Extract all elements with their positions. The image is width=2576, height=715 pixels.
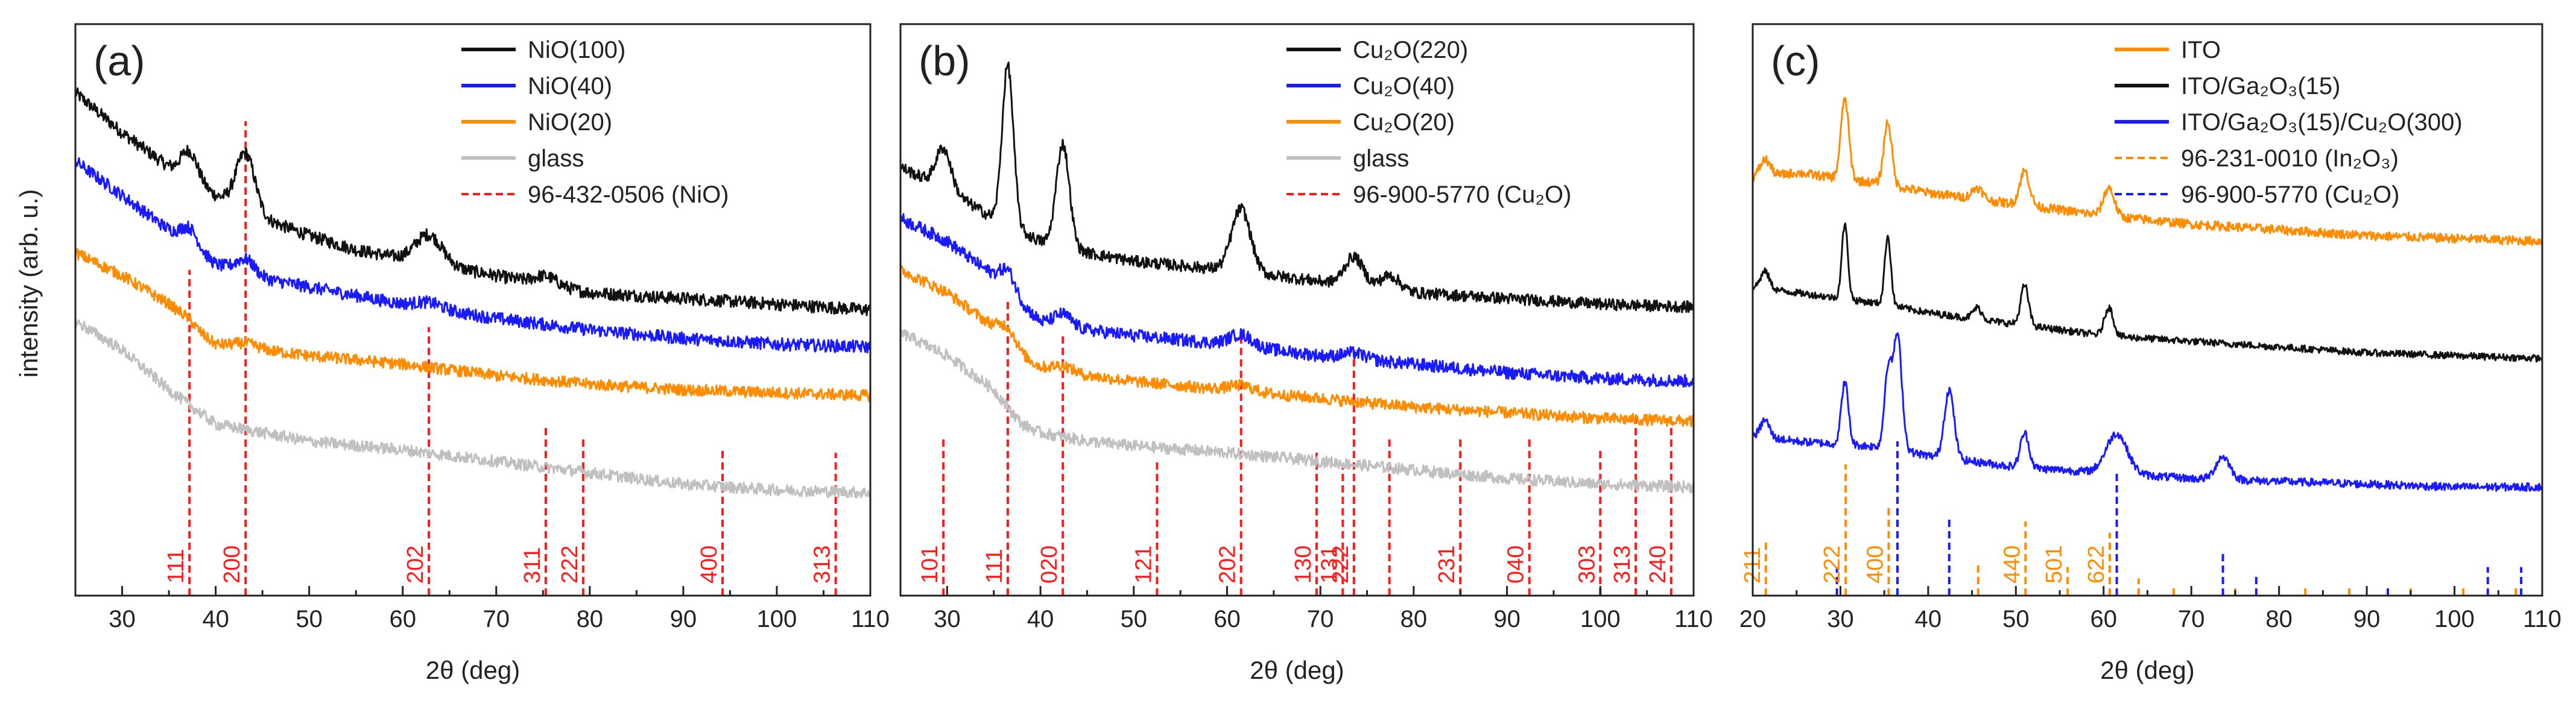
- reference-label: 400: [697, 546, 722, 584]
- series-line: [1753, 96, 2542, 247]
- reference-label: 311: [520, 547, 545, 584]
- series-line: [75, 317, 870, 499]
- legend-label: NiO(100): [528, 37, 625, 63]
- reference-label: 111: [982, 549, 1007, 584]
- x-tick-label: 100: [757, 606, 797, 632]
- legend-label: 96-900-5770 (Cu₂O): [2181, 181, 2399, 208]
- legend-label: NiO(40): [528, 73, 612, 99]
- series-line: [75, 157, 870, 354]
- legend-label: Cu₂O(40): [1353, 73, 1455, 99]
- reference-label: 222: [557, 546, 583, 584]
- panel-label: (b): [919, 37, 970, 84]
- series-line: [900, 329, 1694, 494]
- x-tick-label: 40: [1027, 606, 1054, 632]
- legend-label: ITO: [2181, 37, 2221, 63]
- x-tick-label: 50: [296, 606, 323, 632]
- series-line: [900, 213, 1694, 388]
- reference-label: 131: [1317, 546, 1342, 584]
- reference-label: 121: [1131, 546, 1156, 584]
- x-tick-label: 80: [577, 606, 604, 632]
- x-tick-label: 90: [2353, 606, 2381, 632]
- x-axis-title: 2θ (deg): [1250, 656, 1344, 684]
- series-line: [900, 264, 1694, 427]
- reference-label: 020: [1037, 546, 1062, 584]
- x-tick-label: 80: [1400, 606, 1428, 632]
- legend-label: 96-231-0010 (In₂O₃): [2181, 145, 2399, 172]
- x-tick-label: 30: [109, 606, 136, 632]
- x-tick-label: 60: [2090, 606, 2118, 632]
- x-tick-label: 80: [2265, 606, 2293, 632]
- y-axis-title: intensity (arb. u.): [14, 189, 43, 378]
- panel-1: 111 200 202 311 222 400 313 30 40 50 60 70 80 90 100 11…: [74, 23, 890, 684]
- x-tick-label: 70: [1307, 606, 1334, 632]
- legend-label: Cu₂O(220): [1353, 37, 1468, 63]
- x-tick-label: 90: [1493, 606, 1521, 632]
- reference-label: 202: [403, 546, 428, 584]
- reference-label: 240: [1645, 546, 1671, 584]
- plot-frame: [899, 23, 1695, 597]
- x-tick-label: 30: [1827, 606, 1854, 632]
- x-tick-label: 100: [2434, 606, 2475, 632]
- legend-label: glass: [1353, 145, 1409, 172]
- reference-label: 231: [1434, 546, 1460, 584]
- reference-label: 501: [2042, 546, 2067, 584]
- panel-label: (c): [1771, 37, 1820, 84]
- x-tick-label: 90: [670, 606, 697, 632]
- reference-label: 111: [163, 549, 189, 584]
- reference-label: 400: [1862, 546, 1888, 584]
- reference-label: 303: [1574, 546, 1600, 584]
- x-tick-label: 30: [934, 606, 961, 632]
- legend-label: glass: [528, 145, 584, 172]
- x-tick-label: 20: [1739, 606, 1767, 632]
- x-tick-label: 110: [1674, 606, 1713, 632]
- reference-label: 440: [1999, 546, 2025, 584]
- x-tick-label: 60: [1214, 606, 1241, 632]
- legend-label: Cu₂O(20): [1353, 109, 1455, 136]
- legend-label: 96-900-5770 (Cu₂O): [1353, 181, 1571, 208]
- x-tick-label: 100: [1580, 606, 1621, 632]
- reference-label: 622: [2084, 546, 2109, 584]
- x-tick-label: 70: [483, 606, 510, 632]
- series-line: [900, 61, 1694, 313]
- reference-label: 222: [1820, 546, 1845, 584]
- legend-label: NiO(20): [528, 109, 612, 136]
- legend-label: 96-432-0506 (NiO): [528, 181, 729, 208]
- series-line: [1753, 222, 2542, 363]
- series-line: [75, 248, 870, 402]
- series-line: [1753, 332, 2542, 492]
- reference-label: 202: [1215, 546, 1241, 584]
- x-axis-title: 2θ (deg): [2100, 656, 2194, 684]
- plot-area: [900, 61, 1694, 596]
- x-tick-label: 40: [1915, 606, 1942, 632]
- reference-label: 313: [810, 546, 835, 584]
- panel-label: (a): [93, 37, 145, 84]
- reference-label: 130: [1291, 546, 1316, 584]
- plot-area: [75, 87, 870, 596]
- x-tick-label: 110: [851, 606, 890, 632]
- x-tick-label: 110: [2523, 606, 2562, 632]
- x-tick-label: 40: [202, 606, 229, 632]
- x-tick-label: 50: [1121, 606, 1148, 632]
- x-axis-title: 2θ (deg): [426, 656, 520, 684]
- panels: 111 200 202 311 222 400 313 30 40 50 60 70 80 90 100 11…: [74, 23, 2562, 684]
- x-tick-label: 70: [2178, 606, 2205, 632]
- reference-label: 222: [1328, 546, 1353, 584]
- reference-label: 313: [1610, 546, 1635, 584]
- reference-label: 040: [1504, 546, 1529, 584]
- reference-label: 200: [220, 546, 245, 584]
- x-tick-label: 50: [2002, 606, 2030, 632]
- series-line: [75, 87, 870, 317]
- legend-label: ITO/Ga₂O₃(15): [2181, 73, 2340, 99]
- reference-label: 101: [917, 546, 943, 584]
- x-tick-label: 60: [389, 606, 416, 632]
- plot-area: [1753, 96, 2542, 596]
- legend-label: ITO/Ga₂O₃(15)/Cu₂O(300): [2181, 109, 2463, 136]
- plot-frame: [74, 23, 872, 597]
